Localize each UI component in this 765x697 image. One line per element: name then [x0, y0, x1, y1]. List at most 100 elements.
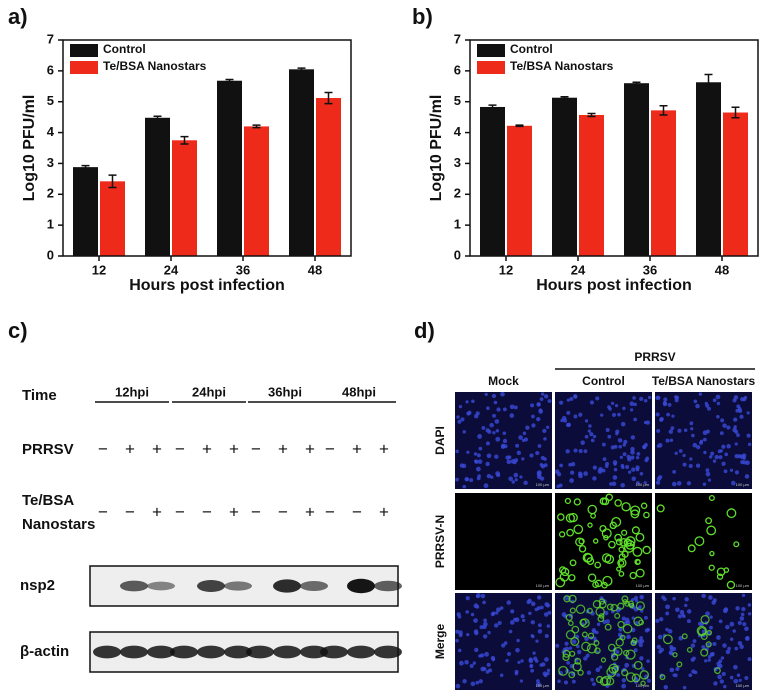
nucleus — [739, 644, 744, 650]
nucleus — [642, 445, 647, 450]
nucleus — [481, 425, 486, 430]
nucleus — [723, 469, 728, 474]
infected-cell — [569, 607, 576, 614]
nucleus — [568, 646, 573, 650]
infected-cell — [567, 620, 574, 627]
micrograph: 100 μm — [555, 593, 652, 690]
nucleus — [647, 395, 652, 400]
nucleus — [655, 412, 660, 417]
bar — [723, 112, 748, 256]
nucleus — [521, 438, 526, 442]
infected-cell — [625, 649, 636, 660]
nucleus — [458, 630, 463, 635]
nucleus — [559, 463, 563, 468]
nucleus — [546, 624, 551, 628]
nucleus — [741, 593, 746, 597]
legend-label: Te/BSA Nanostars — [510, 59, 614, 73]
sign: + — [125, 439, 135, 458]
legend-swatch — [70, 61, 98, 74]
nucleus — [546, 425, 550, 429]
bar — [579, 114, 604, 257]
nucleus — [709, 615, 713, 619]
legend-swatch — [477, 44, 505, 57]
sign: + — [152, 502, 162, 521]
nucleus — [482, 621, 488, 627]
sign: − — [325, 502, 335, 521]
infected-cell — [631, 526, 640, 535]
infected-cell — [601, 528, 612, 539]
sign: − — [98, 439, 108, 458]
nucleus — [508, 476, 514, 482]
nucleus — [564, 641, 569, 646]
sign: − — [202, 502, 212, 521]
nucleus — [702, 430, 708, 436]
band — [347, 645, 375, 659]
nucleus — [457, 614, 462, 619]
nucleus — [739, 616, 745, 621]
nucleus — [522, 431, 527, 436]
nucleus — [672, 596, 676, 601]
nucleus — [578, 473, 583, 479]
nucleus — [630, 435, 636, 440]
infected-cell — [623, 542, 635, 553]
nucleus — [747, 657, 752, 662]
nucleus — [491, 393, 497, 399]
nucleus — [569, 478, 574, 483]
nucleus — [474, 413, 479, 419]
band — [224, 581, 252, 591]
nucleus — [482, 600, 486, 605]
nucleus — [621, 678, 627, 683]
nucleus — [519, 475, 523, 479]
nucleus — [718, 455, 723, 460]
nucleus — [747, 603, 752, 607]
nucleus — [669, 647, 674, 652]
nucleus — [733, 417, 738, 422]
infected-cell — [708, 494, 715, 501]
nucleus — [516, 638, 520, 643]
nucleus — [455, 629, 460, 634]
nucleus — [502, 431, 507, 435]
nucleus — [665, 611, 670, 616]
band-label: β-actin — [20, 643, 69, 660]
infected-cell — [608, 540, 616, 549]
nucleus — [466, 632, 470, 637]
infected-cell — [572, 662, 582, 672]
infected-cell — [601, 581, 608, 589]
nucleus — [573, 448, 578, 453]
infected-cell — [618, 560, 625, 566]
infected-cell — [705, 517, 713, 525]
y-tick-label: 3 — [454, 155, 461, 170]
nucleus — [698, 392, 703, 396]
nucleus — [690, 643, 696, 648]
nucleus — [746, 411, 750, 415]
nucleus — [645, 456, 650, 461]
nucleus — [564, 596, 570, 601]
nucleus — [470, 681, 476, 687]
nucleus — [731, 480, 736, 486]
bar — [316, 98, 341, 256]
infected-cell — [574, 657, 582, 665]
infected-cell — [599, 497, 608, 506]
y-axis-label: Log10 PFU/ml — [21, 95, 38, 202]
infected-cell — [566, 528, 574, 537]
infected-cell — [635, 568, 645, 578]
nucleus — [583, 471, 588, 476]
nucleus — [486, 453, 492, 459]
y-tick-label: 4 — [47, 124, 55, 139]
nucleus — [473, 603, 479, 609]
nucleus — [592, 629, 597, 634]
infected-cell — [564, 497, 572, 505]
nucleus — [592, 465, 597, 470]
nucleus — [460, 417, 465, 422]
infected-cell — [568, 594, 577, 603]
nucleus — [622, 406, 626, 411]
nucleus — [624, 662, 630, 668]
nucleus — [474, 459, 478, 464]
infected-cell — [623, 649, 630, 657]
infected-cell — [614, 533, 623, 542]
nucleus — [469, 663, 474, 669]
nucleus — [589, 400, 595, 405]
nucleus — [585, 653, 590, 658]
nucleus — [659, 647, 664, 653]
nucleus — [635, 467, 640, 472]
